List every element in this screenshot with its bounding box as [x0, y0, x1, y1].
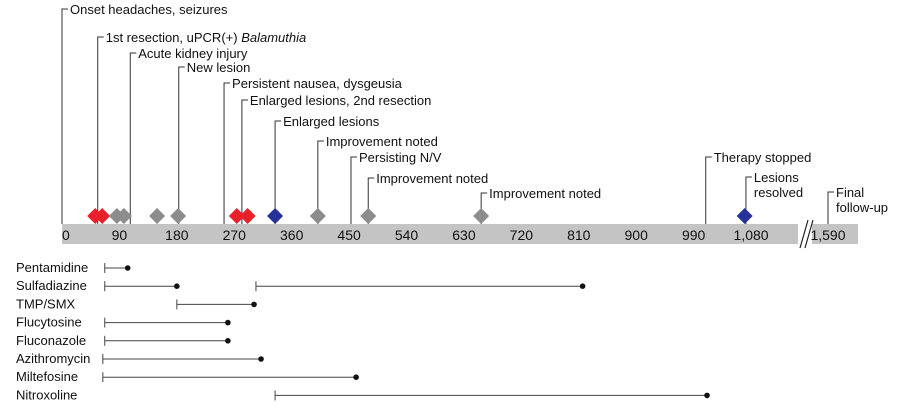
x-tick-label: 180 — [165, 227, 189, 243]
event-label: Lesions — [754, 170, 799, 185]
event-leader — [317, 140, 324, 224]
drug-end — [225, 338, 231, 344]
drug-name: Sulfadiazine — [16, 278, 87, 293]
event-marker — [736, 208, 753, 224]
x-tick-label: 540 — [395, 227, 419, 243]
event-leader — [705, 156, 712, 224]
event-label: Final — [836, 185, 864, 200]
drug-name: Nitroxoline — [16, 387, 77, 402]
axis-band — [62, 224, 858, 244]
event-leader — [241, 99, 248, 224]
event-marker — [473, 208, 490, 224]
drug-end — [579, 283, 586, 290]
drug-name: Fluconazole — [16, 333, 86, 348]
event-leader — [129, 52, 137, 224]
event-marker — [309, 208, 326, 224]
event-leader — [827, 191, 834, 224]
event-marker — [115, 208, 132, 224]
axis-break — [798, 219, 814, 249]
event-leader — [97, 36, 104, 224]
drug-end — [124, 265, 131, 271]
drug-name: Miltefosine — [16, 369, 78, 384]
drug-end — [251, 301, 257, 308]
x-tick-label: 1,590 — [810, 227, 845, 243]
drug-end — [258, 356, 264, 362]
x-tick-label: 990 — [682, 227, 706, 243]
event-leader — [178, 66, 185, 224]
event-marker — [94, 208, 111, 224]
drug-name: Flucytosine — [16, 315, 82, 330]
event-label: Persisting N/V — [359, 150, 442, 165]
event-label: Acute kidney injury — [138, 46, 248, 61]
drug-name: Azithromycin — [16, 351, 90, 366]
x-tick-label: 720 — [510, 227, 534, 243]
event-label: follow-up — [836, 200, 888, 215]
event-label-text: 1st resection, uPCR(+) — [106, 30, 241, 45]
drug-end — [353, 374, 359, 381]
x-tick-label: 360 — [280, 227, 304, 243]
x-tick-label: 0 — [62, 227, 70, 243]
event-leader — [274, 120, 282, 224]
x-tick-label: 900 — [625, 227, 649, 243]
event-label: resolved — [754, 185, 803, 200]
event-marker — [360, 208, 377, 224]
event-label: 1st resection, uPCR(+) Balamuthia — [106, 30, 307, 45]
event-label: Therapy stopped — [714, 150, 812, 165]
event-leader — [745, 176, 752, 224]
event-marker — [228, 208, 245, 224]
event-leader — [223, 82, 231, 224]
event-label: New lesion — [187, 60, 251, 75]
event-label: Improvement noted — [376, 171, 488, 186]
event-marker — [239, 208, 256, 224]
event-label: Enlarged lesions — [283, 114, 380, 129]
event-leader — [350, 156, 358, 224]
drug-end — [174, 283, 180, 290]
x-tick-label: 450 — [337, 227, 361, 243]
x-tick-label: 1,080 — [734, 227, 769, 243]
event-label: Enlarged lesions, 2nd resection — [250, 93, 431, 108]
drug-name: TMP/SMX — [16, 296, 76, 311]
event-marker — [267, 208, 284, 224]
event-leader — [61, 8, 68, 224]
event-label: Persistent nausea, dysgeusia — [232, 76, 403, 91]
x-tick-label: 90 — [112, 227, 128, 243]
x-tick-label: 630 — [452, 227, 476, 243]
x-tick-label: 270 — [223, 227, 247, 243]
event-marker — [149, 208, 166, 224]
event-marker — [170, 208, 187, 224]
event-label: Improvement noted — [489, 186, 601, 201]
event-label: Onset headaches, seizures — [70, 2, 228, 17]
drug-name: Pentamidine — [16, 260, 88, 275]
event-label: Improvement noted — [326, 134, 438, 149]
x-tick-label: 810 — [567, 227, 591, 243]
drug-end — [225, 319, 231, 326]
event-label-italic: Balamuthia — [241, 30, 306, 45]
drug-end — [704, 392, 710, 399]
